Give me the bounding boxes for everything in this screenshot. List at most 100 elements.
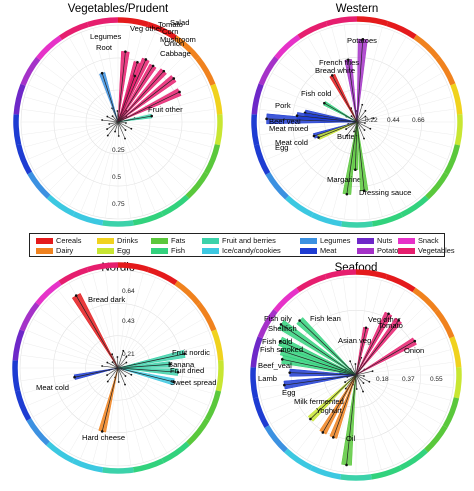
grid-spoke — [80, 367, 119, 459]
minor-spoke — [117, 367, 120, 382]
grid-spoke — [261, 374, 357, 401]
minor-spoke — [356, 104, 363, 123]
grid-spoke — [27, 330, 119, 369]
spoke-label: Margarine — [327, 175, 361, 184]
minor-point — [125, 122, 127, 124]
minor-spoke — [112, 115, 119, 123]
minor-point — [362, 382, 365, 384]
grid-spoke — [117, 277, 156, 369]
minor-point — [363, 375, 365, 377]
ring-segment — [370, 465, 402, 480]
minor-point — [363, 137, 365, 140]
grid-spoke — [117, 273, 144, 369]
legend-swatch — [202, 248, 219, 254]
data-spoke — [332, 374, 357, 438]
minor-spoke — [117, 367, 132, 376]
ring-segment — [26, 418, 50, 446]
minor-spoke — [356, 121, 371, 130]
ring-segment — [27, 171, 51, 199]
ring-segment — [273, 287, 300, 313]
grid-spoke — [330, 374, 357, 470]
grid-spoke — [356, 31, 395, 123]
data-point — [280, 358, 284, 361]
grid-spoke — [356, 121, 442, 172]
minor-point — [114, 130, 116, 133]
minor-point — [364, 115, 367, 118]
minor-spoke — [117, 367, 126, 385]
minor-point — [111, 353, 114, 356]
data-spoke — [322, 374, 357, 433]
ring-segment — [454, 114, 463, 146]
data-wedge — [71, 293, 119, 369]
spoke-label: Sweet spread — [170, 378, 216, 387]
data-spoke — [117, 353, 185, 369]
grid-spoke — [117, 121, 131, 219]
ring-segment — [211, 329, 224, 361]
minor-point — [130, 127, 133, 130]
data-point — [178, 90, 181, 94]
minor-point — [364, 109, 367, 112]
ring-segment — [284, 448, 313, 471]
data-point — [124, 50, 127, 53]
data-point — [133, 74, 137, 78]
grid-spoke — [92, 273, 119, 369]
data-point — [151, 64, 155, 68]
grid-spoke — [69, 121, 119, 207]
grid-spoke — [117, 330, 209, 369]
grid-spoke — [355, 284, 394, 376]
data-spoke — [282, 358, 357, 376]
legend-swatch — [151, 248, 168, 254]
minor-spoke — [355, 374, 364, 392]
grid-spoke — [40, 308, 119, 369]
ring-segment — [196, 302, 217, 332]
grid-spoke — [355, 374, 426, 445]
ring-segment — [186, 418, 210, 446]
grid-spoke — [356, 52, 427, 123]
minor-spoke — [106, 367, 119, 376]
data-point — [283, 383, 286, 387]
ring-segment — [13, 114, 22, 146]
data-point — [387, 312, 390, 316]
data-point — [280, 349, 283, 353]
grid-spoke — [23, 342, 119, 369]
ring-segment — [102, 220, 134, 227]
data-point — [298, 319, 301, 322]
ring-tick-label: 0.55 — [430, 376, 443, 383]
spoke-label: Tomato — [158, 20, 183, 29]
minor-spoke — [109, 121, 119, 125]
minor-point — [362, 390, 364, 393]
spoke-label: Hard cheese — [82, 433, 125, 442]
ring-tick-label: 0.37 — [402, 376, 415, 383]
ring-segment — [434, 309, 455, 339]
legend-item-meat: Meat — [300, 247, 336, 255]
grid-spoke — [68, 367, 119, 453]
spoke-label: Yoghurt — [316, 406, 343, 415]
ring-segment — [296, 273, 327, 293]
grid-spoke — [355, 374, 382, 470]
grid-spoke — [356, 84, 448, 123]
data-spoke — [324, 102, 358, 123]
ring-segment — [161, 441, 190, 464]
grid-spoke — [356, 121, 407, 207]
data-spoke — [347, 59, 358, 123]
grid-spoke — [117, 121, 167, 207]
minor-point — [125, 355, 128, 358]
ring-tick-label: 0.75 — [112, 201, 125, 208]
minor-spoke — [355, 370, 373, 376]
legend-swatch — [97, 248, 114, 254]
minor-point — [122, 349, 125, 352]
grid-spoke — [117, 121, 144, 216]
data-spoke — [299, 320, 357, 376]
grid-spoke — [58, 290, 119, 369]
ring-segment — [324, 269, 357, 280]
grid-spoke — [355, 315, 434, 376]
data-point — [278, 339, 282, 343]
ring-segment — [253, 144, 271, 175]
minor-spoke — [117, 121, 126, 131]
grid-spoke — [80, 32, 119, 123]
legend-item-egg: Egg — [97, 247, 130, 255]
legend-item-potatoes: Potatoes — [357, 247, 406, 255]
spoke-label: Fruit nordic — [172, 348, 210, 357]
grid-spoke — [307, 121, 358, 207]
minor-spoke — [356, 121, 365, 124]
